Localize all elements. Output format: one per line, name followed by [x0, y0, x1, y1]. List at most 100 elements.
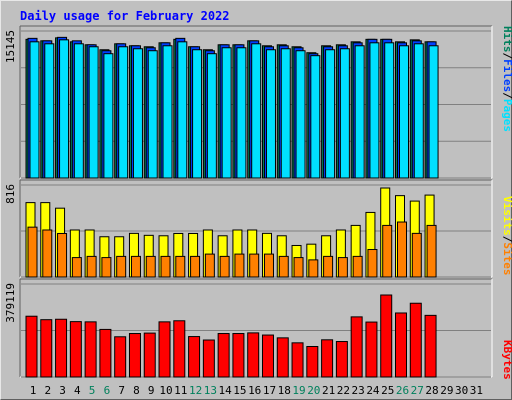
chart-title: Daily usage for February 2022 [20, 9, 230, 23]
legend-part: / [501, 53, 512, 60]
bar-sites [249, 253, 260, 278]
x-tick-label: 20 [307, 384, 320, 397]
bar-sites [367, 249, 378, 278]
bar-sites [263, 253, 274, 278]
series-legend-visits-sites: Visits/Sites [501, 196, 512, 276]
bar-pages [177, 41, 188, 179]
bar-sites [426, 224, 437, 278]
bar-kbytes [306, 346, 319, 378]
bar-pages [132, 48, 143, 179]
bar-sites [234, 253, 245, 278]
x-tick-label: 31 [470, 384, 483, 397]
legend-part: / [501, 236, 512, 243]
bar-kbytes [217, 333, 230, 378]
legend-part: / [501, 92, 512, 99]
bar-pages [339, 48, 350, 179]
bar-pages [325, 49, 336, 179]
y-max-label: 15145 [4, 30, 17, 63]
bar-kbytes [40, 319, 53, 378]
bar-kbytes [232, 333, 245, 378]
x-tick-label: 6 [104, 384, 111, 397]
x-tick-label: 22 [337, 384, 350, 397]
bar-sites [145, 255, 156, 278]
bar-pages [251, 43, 262, 179]
bar-kbytes [395, 312, 407, 378]
y-max-label: 816 [4, 184, 17, 204]
bar-sites [116, 255, 127, 278]
bar-kbytes [350, 316, 363, 378]
x-tick-label: 10 [159, 384, 172, 397]
bar-pages [265, 49, 276, 179]
series-legend-hits-files-pages: Hits/Files/Pages [501, 26, 512, 132]
bar-pages [354, 45, 365, 179]
legend-part: Visits [501, 196, 512, 236]
bar-kbytes [261, 334, 274, 378]
x-tick-label: 23 [352, 384, 365, 397]
bar-kbytes [291, 342, 304, 378]
bar-sites [204, 253, 215, 278]
bar-sites [86, 255, 97, 278]
bar-kbytes [321, 339, 334, 378]
x-tick-label: 5 [89, 384, 96, 397]
bar-sites [101, 257, 112, 278]
bar-sites [219, 255, 230, 278]
bar-pages [369, 42, 380, 179]
bar-pages [413, 43, 424, 179]
bar-sites [175, 255, 186, 278]
bar-kbytes [424, 314, 437, 378]
x-tick-label: 4 [74, 384, 81, 397]
bar-pages [310, 55, 321, 179]
bar-kbytes [380, 294, 393, 378]
x-tick-label: 17 [263, 384, 276, 397]
bar-pages [221, 47, 232, 179]
bar-pages [399, 45, 409, 179]
bar-pages [103, 53, 114, 179]
bar-kbytes [188, 336, 201, 378]
x-tick-label: 28 [425, 384, 438, 397]
x-tick-label: 16 [248, 384, 261, 397]
bar-pages [295, 50, 306, 179]
bar-sites [130, 255, 141, 278]
bar-sites [308, 259, 319, 278]
bar-kbytes [69, 321, 82, 378]
legend-part: Files [501, 59, 512, 92]
bar-sites [190, 255, 201, 278]
bar-sites [337, 257, 348, 278]
x-tick-label: 9 [148, 384, 155, 397]
legend-part: Sites [501, 242, 512, 275]
bar-kbytes [335, 341, 348, 378]
bar-sites [42, 229, 53, 278]
x-tick-label: 11 [174, 384, 187, 397]
bar-pages [192, 49, 203, 179]
bar-pages [162, 45, 173, 179]
x-tick-label: 8 [133, 384, 140, 397]
x-tick-label: 12 [189, 384, 202, 397]
bar-sites [397, 221, 407, 278]
bar-pages [44, 43, 55, 179]
bar-kbytes [128, 333, 141, 378]
bar-sites [57, 232, 68, 278]
x-tick-label: 25 [381, 384, 394, 397]
bar-pages [88, 46, 99, 179]
bar-sites [323, 255, 334, 278]
x-tick-label: 18 [278, 384, 291, 397]
bar-kbytes [276, 337, 289, 378]
bar-sites [352, 255, 363, 278]
bar-sites [71, 257, 82, 278]
bar-kbytes [114, 336, 127, 378]
bar-pages [118, 46, 129, 179]
bar-pages [384, 42, 395, 179]
x-tick-label: 27 [411, 384, 424, 397]
bar-kbytes [99, 328, 112, 378]
bar-sites [160, 255, 171, 278]
x-tick-label: 13 [204, 384, 217, 397]
legend-part: Hits [501, 26, 512, 53]
x-tick-label: 15 [233, 384, 246, 397]
bar-pages [73, 43, 84, 179]
legend-part: KBytes [501, 340, 512, 380]
bar-pages [428, 45, 439, 179]
x-tick-label: 1 [30, 384, 37, 397]
bar-kbytes [173, 320, 186, 378]
bar-pages [29, 41, 40, 179]
